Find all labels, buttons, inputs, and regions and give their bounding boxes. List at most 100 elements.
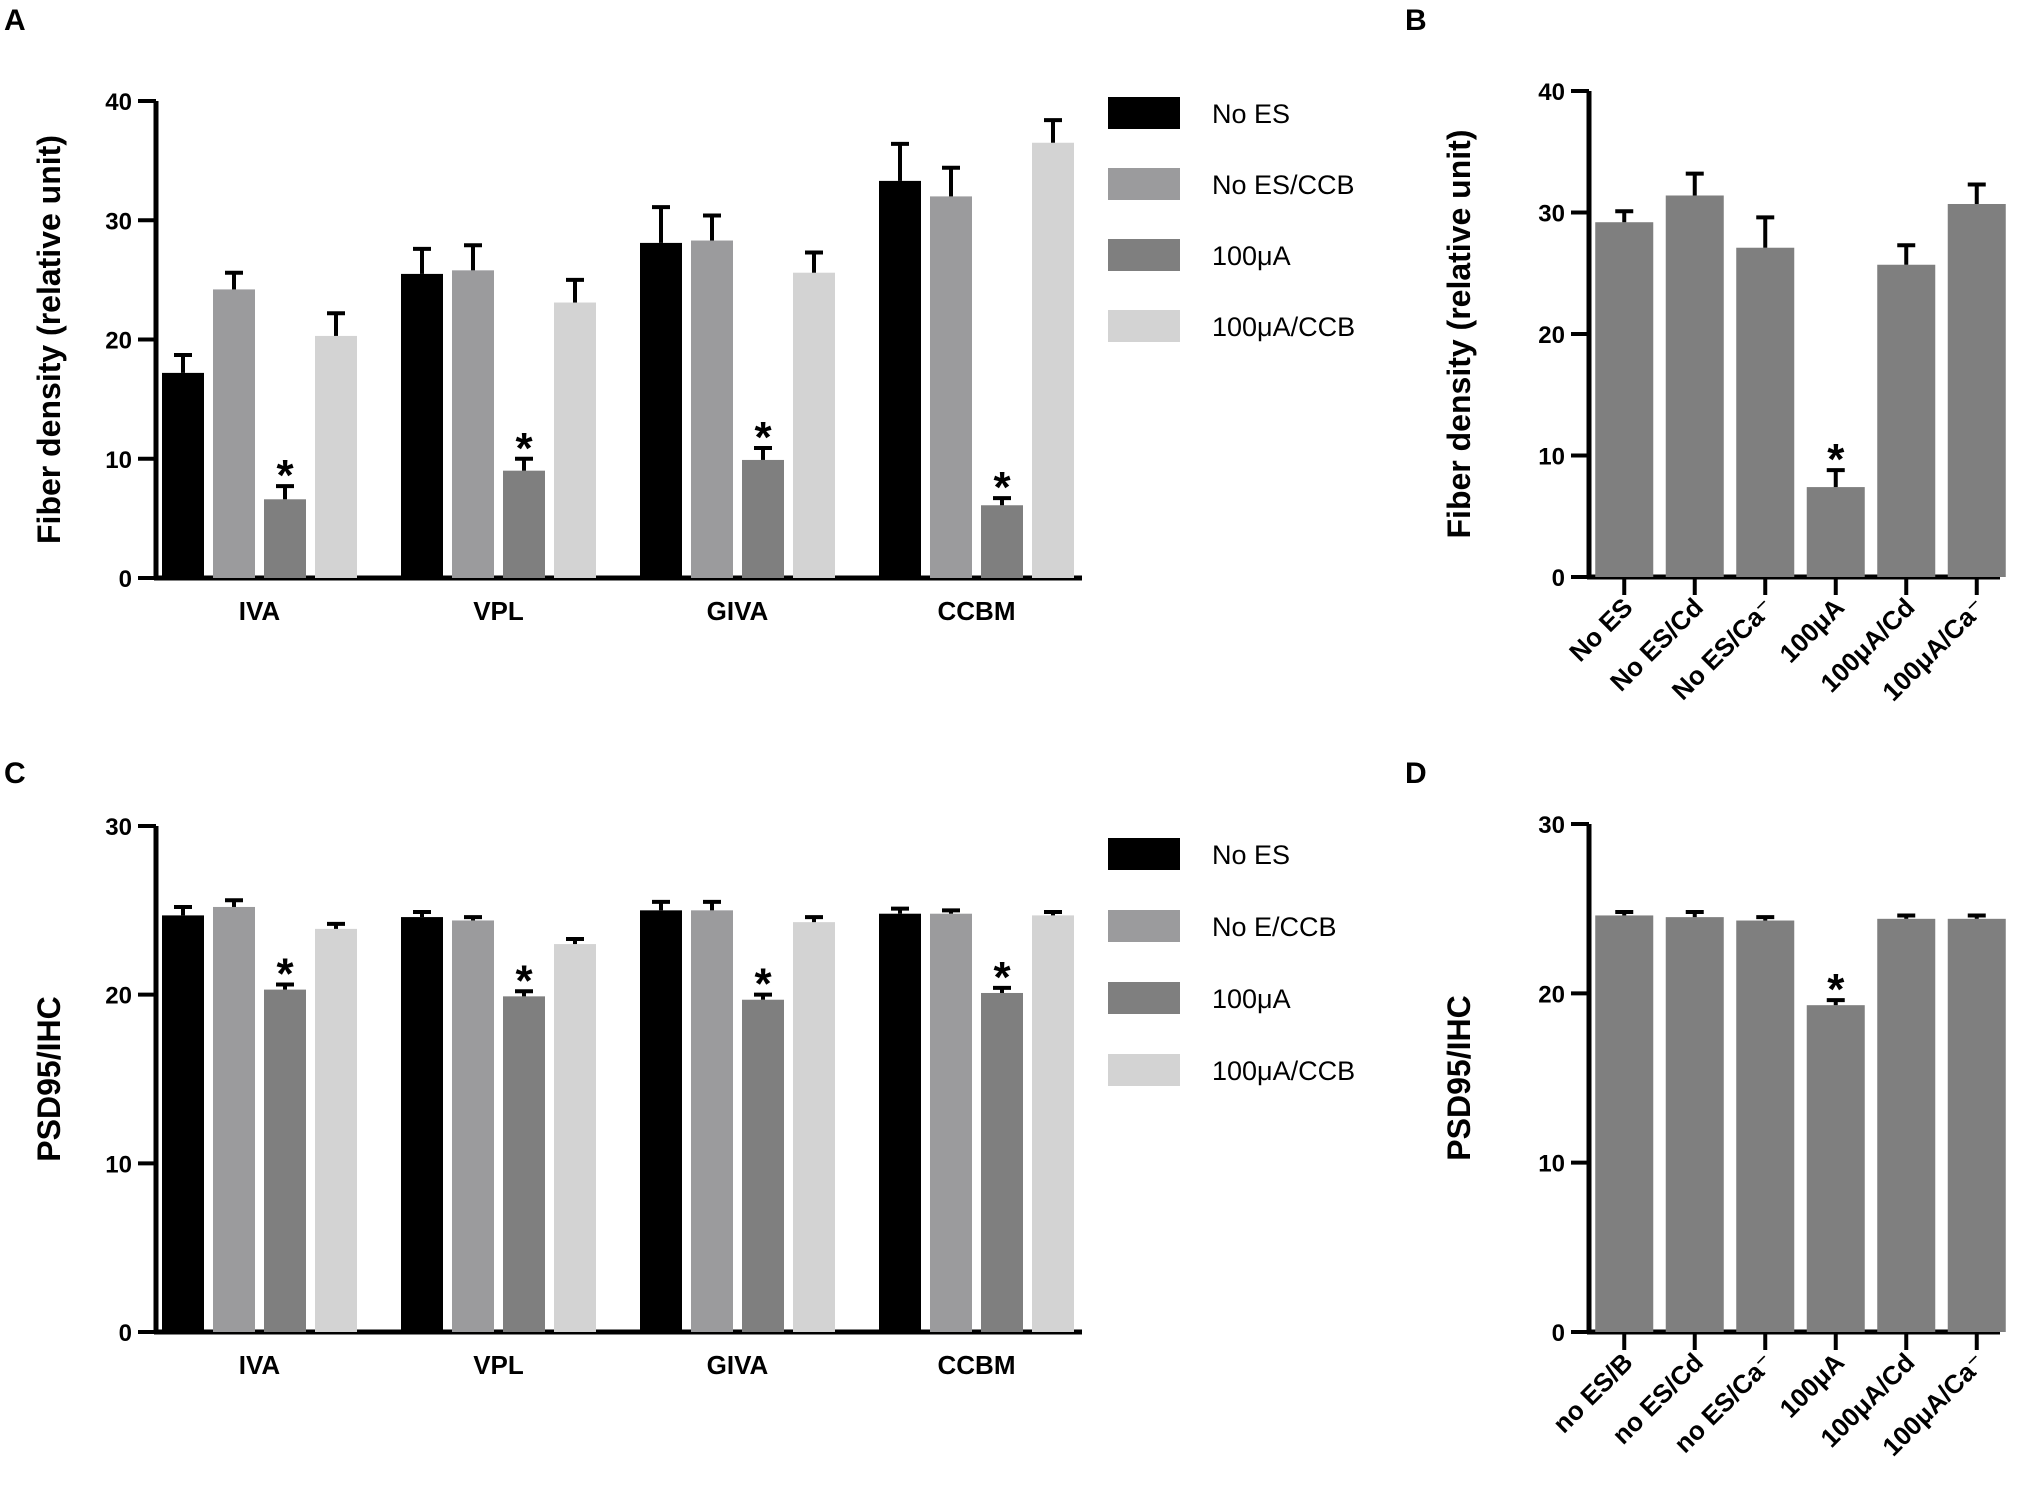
bar <box>691 910 733 1332</box>
legend-label: 100μA/CCB <box>1212 312 1355 342</box>
panel-letter: C <box>4 757 26 790</box>
legend-swatch <box>1108 838 1180 870</box>
x-category-label: VPL <box>473 596 524 626</box>
legend-swatch <box>1108 168 1180 200</box>
bar <box>1595 222 1654 577</box>
y-tick-label: 40 <box>105 89 132 116</box>
bar <box>264 499 306 578</box>
legend-label: No ES <box>1212 99 1290 129</box>
y-tick-label: 10 <box>1538 444 1565 471</box>
x-category-label: CCBM <box>938 596 1016 626</box>
significance-star: * <box>993 953 1011 1002</box>
bar <box>1736 920 1795 1332</box>
significance-star: * <box>754 960 772 1009</box>
bar <box>742 459 784 578</box>
bar <box>1665 917 1724 1332</box>
significance-star: * <box>993 463 1011 512</box>
legend-swatch <box>1108 982 1180 1014</box>
bar <box>452 270 494 578</box>
bar <box>640 910 682 1332</box>
y-tick-label: 10 <box>105 1151 132 1178</box>
bar <box>503 996 545 1332</box>
bar <box>1877 264 1936 577</box>
bar <box>452 920 494 1332</box>
bar <box>1032 915 1074 1332</box>
bar <box>213 906 255 1332</box>
y-tick-label: 20 <box>1538 322 1565 349</box>
bar <box>162 915 204 1332</box>
y-tick-label: 10 <box>105 447 132 474</box>
legend-label: 100μA <box>1212 241 1291 271</box>
panel-c: C 0 10 20 30 PSD95/IHC * IVA * VPL * GIVA * CCBM No ES… <box>4 757 1355 1380</box>
significance-star: * <box>754 413 772 462</box>
y-tick-label: 20 <box>1538 981 1565 1008</box>
significance-star: * <box>515 956 533 1005</box>
y-axis-label: Fiber density (relative unit) <box>31 135 67 544</box>
legend-swatch <box>1108 910 1180 942</box>
y-axis-label: PSD95/IHC <box>1441 995 1477 1160</box>
legend-swatch <box>1108 97 1180 129</box>
bar <box>503 470 545 578</box>
x-category-label: GIVA <box>707 1350 769 1380</box>
y-tick-label: 10 <box>1538 1151 1565 1178</box>
legend-label: 100μA/CCB <box>1212 1056 1355 1086</box>
bar <box>213 289 255 578</box>
y-axis-label: PSD95/IHC <box>31 996 67 1161</box>
y-tick-label: 0 <box>1552 565 1565 592</box>
x-category-label: GIVA <box>707 596 769 626</box>
significance-star: * <box>276 950 294 999</box>
y-tick-label: 30 <box>1538 201 1565 228</box>
x-category-label: IVA <box>239 596 281 626</box>
bar <box>930 913 972 1332</box>
y-tick-label: 0 <box>119 1320 132 1347</box>
y-tick-label: 20 <box>105 983 132 1010</box>
bar <box>1877 918 1936 1332</box>
bar <box>1032 142 1074 579</box>
bar <box>315 928 357 1332</box>
significance-star: * <box>515 424 533 473</box>
legend-label: 100μA <box>1212 984 1291 1014</box>
y-tick-label: 0 <box>119 566 132 593</box>
panel-letter: B <box>1405 4 1427 37</box>
significance-star: * <box>1827 965 1845 1014</box>
legend-label: No ES/CCB <box>1212 170 1355 200</box>
bar <box>981 992 1023 1332</box>
bar <box>162 372 204 578</box>
bar <box>1595 915 1654 1332</box>
bar <box>742 999 784 1332</box>
panel-letter: D <box>1405 757 1427 790</box>
bar <box>315 335 357 578</box>
y-tick-label: 40 <box>1538 79 1565 106</box>
y-axis-label: Fiber density (relative unit) <box>1441 130 1477 539</box>
significance-star: * <box>1827 435 1845 484</box>
significance-star: * <box>276 451 294 500</box>
y-tick-label: 30 <box>1538 812 1565 839</box>
legend-swatch <box>1108 1054 1180 1086</box>
bar <box>401 917 443 1332</box>
bar <box>1665 195 1724 578</box>
x-category-label: CCBM <box>938 1350 1016 1380</box>
bar <box>691 240 733 578</box>
bar <box>1947 203 2006 577</box>
bar <box>879 913 921 1332</box>
bar <box>1806 487 1865 577</box>
legend-label: No ES <box>1212 840 1290 870</box>
x-category-label: VPL <box>473 1350 524 1380</box>
bar <box>793 922 835 1332</box>
y-tick-label: 30 <box>105 208 132 235</box>
bar <box>640 242 682 578</box>
bar <box>930 196 972 578</box>
bar <box>1947 918 2006 1332</box>
x-category-label: IVA <box>239 1350 281 1380</box>
y-tick-label: 20 <box>105 328 132 355</box>
panel-a: A 0 10 20 30 40 Fiber density (relative unit) *… <box>4 4 1355 626</box>
bar <box>264 989 306 1332</box>
bar <box>793 272 835 578</box>
panel-letter: A <box>4 4 26 37</box>
bar <box>981 505 1023 578</box>
bar <box>401 273 443 578</box>
bar <box>1736 247 1795 578</box>
